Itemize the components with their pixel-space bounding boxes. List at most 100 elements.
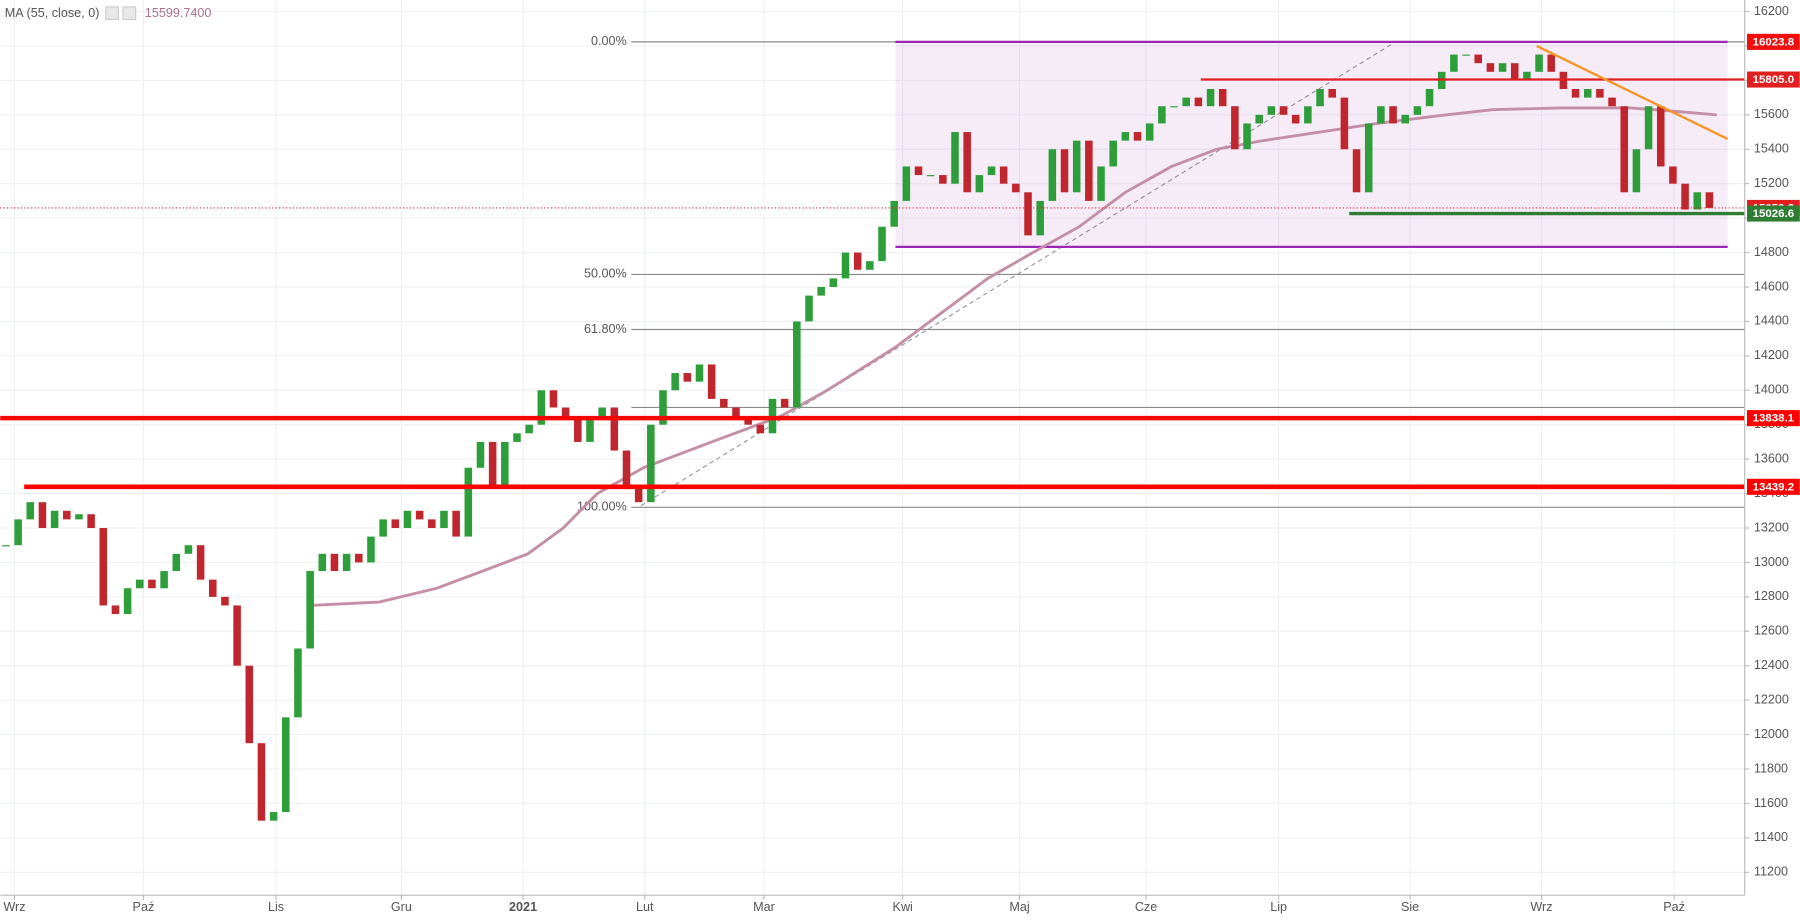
- candle: [1048, 149, 1057, 201]
- level-label: 13838.1: [1753, 413, 1795, 425]
- candle: [196, 545, 205, 580]
- candle: [403, 510, 412, 528]
- candle: [111, 605, 120, 615]
- candle: [1656, 106, 1665, 167]
- candle: [1072, 140, 1081, 193]
- x-tick-label: Wrz: [1530, 900, 1552, 914]
- candle: [793, 321, 801, 408]
- candle: [1255, 114, 1263, 124]
- x-tick-label: Kwi: [893, 900, 913, 914]
- level-tag: [1746, 33, 1800, 50]
- candle: [1243, 123, 1251, 150]
- y-tick-label: 14400: [1754, 314, 1789, 328]
- candle: [756, 424, 765, 434]
- candle: [1571, 89, 1580, 98]
- level-tag: [1746, 410, 1800, 427]
- level-tag: [1746, 71, 1800, 88]
- candle: [1206, 89, 1215, 107]
- y-tick-label: 12600: [1754, 624, 1789, 638]
- candle: [63, 510, 71, 520]
- candle: [233, 605, 241, 666]
- level-label: 16023.8: [1753, 36, 1795, 48]
- candle: [1267, 106, 1276, 115]
- level-tag: [1746, 205, 1800, 222]
- x-tick-label: Wrz: [3, 900, 25, 914]
- candle: [695, 364, 704, 382]
- candle: [1291, 114, 1300, 124]
- candle: [939, 175, 947, 184]
- candle: [878, 226, 886, 262]
- candle: [890, 200, 898, 227]
- candle: [269, 812, 278, 821]
- candle: [574, 416, 582, 442]
- candle: [598, 407, 606, 417]
- candle: [1340, 97, 1349, 150]
- y-tick-label: 12400: [1754, 658, 1789, 672]
- y-tick-label: 11400: [1754, 830, 1788, 844]
- candle: [683, 373, 692, 382]
- candle: [209, 579, 217, 597]
- candle: [634, 484, 643, 503]
- candle: [999, 166, 1008, 184]
- y-tick-label: 13000: [1754, 555, 1789, 569]
- candle: [817, 286, 825, 296]
- y-tick-label: 12000: [1754, 727, 1789, 741]
- y-tick-label: 12200: [1754, 692, 1789, 706]
- candle: [1608, 97, 1616, 107]
- candle: [452, 510, 460, 537]
- legend-ma-value: 15599.7400: [145, 6, 212, 20]
- candle: [2, 545, 10, 547]
- candle: [1620, 106, 1629, 193]
- candle: [355, 553, 363, 563]
- candle: [1182, 97, 1190, 107]
- candle: [1644, 106, 1653, 150]
- candle: [951, 132, 959, 184]
- candle: [123, 588, 132, 615]
- candle: [1474, 54, 1482, 64]
- candle: [853, 252, 862, 270]
- candle: [1121, 132, 1130, 141]
- close-icon[interactable]: [122, 6, 137, 21]
- ma-line: [310, 106, 1717, 607]
- x-tick-label: Paź: [133, 900, 155, 914]
- candle: [1194, 97, 1203, 107]
- candle: [1218, 89, 1227, 107]
- trendline: [1536, 44, 1729, 140]
- candle: [1681, 183, 1689, 210]
- candle: [1085, 140, 1093, 201]
- candle: [525, 424, 533, 434]
- candle: [172, 553, 181, 572]
- candle: [1632, 149, 1641, 193]
- candle: [257, 743, 266, 821]
- level-tag: [1746, 478, 1800, 495]
- candle: [1413, 106, 1422, 115]
- candle: [1109, 140, 1117, 167]
- candle: [1304, 106, 1312, 124]
- candle: [1498, 63, 1507, 72]
- candle: [1535, 54, 1543, 72]
- candle: [87, 514, 95, 528]
- candle: [1097, 166, 1105, 201]
- candle: [1669, 166, 1677, 184]
- legend-ma-name: MA (55, close, 0): [5, 6, 100, 20]
- candle: [294, 648, 302, 718]
- candle: [38, 502, 47, 528]
- candle: [330, 553, 339, 572]
- candle: [367, 536, 375, 563]
- candle: [975, 175, 984, 193]
- candle: [1316, 89, 1324, 107]
- candle: [1705, 192, 1714, 208]
- y-tick-label: 12800: [1754, 589, 1789, 603]
- x-tick-label: Mar: [753, 900, 775, 914]
- candle: [50, 510, 59, 528]
- candle: [221, 596, 229, 606]
- candle: [537, 390, 546, 425]
- candle: [1231, 106, 1239, 150]
- candle: [379, 519, 387, 537]
- settings-icon[interactable]: [105, 6, 120, 21]
- y-tick-label: 11800: [1754, 761, 1788, 775]
- candle: [1486, 63, 1495, 72]
- candle: [914, 166, 923, 176]
